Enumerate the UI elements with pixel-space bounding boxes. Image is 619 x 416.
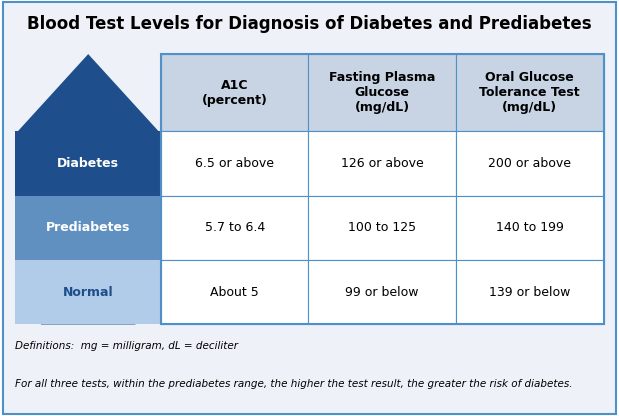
- Text: Normal: Normal: [63, 286, 113, 299]
- Bar: [456, 260, 604, 324]
- Text: A1C
(percent): A1C (percent): [202, 79, 267, 106]
- Text: 5.7 to 6.4: 5.7 to 6.4: [204, 221, 265, 234]
- Text: About 5: About 5: [210, 286, 259, 299]
- Text: 100 to 125: 100 to 125: [348, 221, 417, 234]
- Text: 140 to 199: 140 to 199: [496, 221, 564, 234]
- Text: 139 or below: 139 or below: [489, 286, 571, 299]
- Text: Fasting Plasma
Glucose
(mg/dL): Fasting Plasma Glucose (mg/dL): [329, 71, 435, 114]
- Bar: [456, 196, 604, 260]
- Text: Diabetes: Diabetes: [57, 157, 119, 170]
- Bar: [161, 54, 308, 131]
- Bar: [308, 54, 456, 131]
- Text: Prediabetes: Prediabetes: [46, 221, 131, 234]
- Bar: [308, 260, 456, 324]
- Bar: [161, 260, 308, 324]
- Bar: [15, 260, 161, 324]
- Bar: [456, 131, 604, 196]
- Bar: [15, 131, 161, 196]
- Bar: [161, 196, 308, 260]
- Bar: [161, 131, 308, 196]
- Text: 6.5 or above: 6.5 or above: [195, 157, 274, 170]
- Bar: [161, 54, 604, 324]
- Bar: [456, 54, 604, 131]
- Text: For all three tests, within the prediabetes range, the higher the test result, t: For all three tests, within the prediabe…: [15, 379, 573, 389]
- Text: 126 or above: 126 or above: [341, 157, 423, 170]
- Bar: [308, 131, 456, 196]
- Bar: [15, 196, 161, 260]
- Bar: [308, 196, 456, 260]
- Text: Oral Glucose
Tolerance Test
(mg/dL): Oral Glucose Tolerance Test (mg/dL): [480, 71, 580, 114]
- Text: Definitions:  mg = milligram, dL = deciliter: Definitions: mg = milligram, dL = decili…: [15, 341, 238, 351]
- Text: Blood Test Levels for Diagnosis of Diabetes and Prediabetes: Blood Test Levels for Diagnosis of Diabe…: [27, 15, 592, 32]
- Text: 200 or above: 200 or above: [488, 157, 571, 170]
- Polygon shape: [15, 54, 161, 324]
- Text: 99 or below: 99 or below: [345, 286, 419, 299]
